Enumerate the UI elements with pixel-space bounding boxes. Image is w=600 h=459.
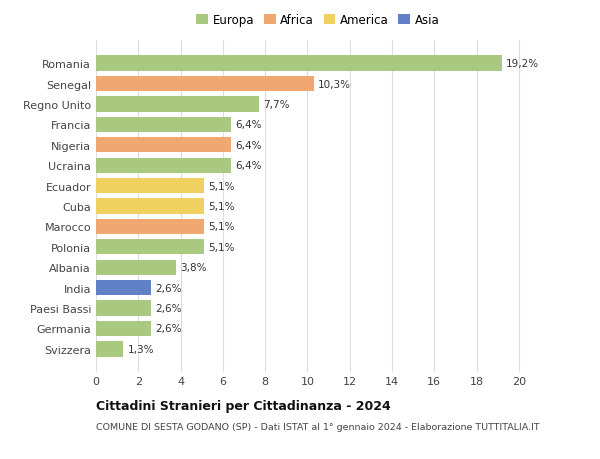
Text: 3,8%: 3,8% [181, 263, 207, 273]
Text: 6,4%: 6,4% [236, 161, 262, 171]
Bar [96, 321, 151, 336]
Bar [96, 77, 314, 92]
Text: 6,4%: 6,4% [236, 140, 262, 151]
Bar [96, 240, 204, 255]
Bar [96, 301, 151, 316]
Bar [96, 56, 502, 72]
Text: 2,6%: 2,6% [155, 283, 182, 293]
Text: 5,1%: 5,1% [208, 181, 235, 191]
Bar [96, 280, 151, 296]
Text: 10,3%: 10,3% [318, 79, 351, 90]
Bar [96, 260, 176, 275]
Text: 5,1%: 5,1% [208, 222, 235, 232]
Text: 5,1%: 5,1% [208, 202, 235, 212]
Bar [96, 158, 232, 174]
Bar [96, 97, 259, 112]
Text: 1,3%: 1,3% [128, 344, 154, 354]
Text: Cittadini Stranieri per Cittadinanza - 2024: Cittadini Stranieri per Cittadinanza - 2… [96, 399, 391, 412]
Text: 7,7%: 7,7% [263, 100, 290, 110]
Text: COMUNE DI SESTA GODANO (SP) - Dati ISTAT al 1° gennaio 2024 - Elaborazione TUTTI: COMUNE DI SESTA GODANO (SP) - Dati ISTAT… [96, 422, 539, 431]
Text: 2,6%: 2,6% [155, 303, 182, 313]
Legend: Europa, Africa, America, Asia: Europa, Africa, America, Asia [196, 14, 440, 27]
Bar [96, 138, 232, 153]
Bar [96, 341, 124, 357]
Bar [96, 179, 204, 194]
Bar [96, 219, 204, 235]
Text: 5,1%: 5,1% [208, 242, 235, 252]
Text: 19,2%: 19,2% [506, 59, 539, 69]
Text: 6,4%: 6,4% [236, 120, 262, 130]
Text: 2,6%: 2,6% [155, 324, 182, 334]
Bar [96, 199, 204, 214]
Bar [96, 118, 232, 133]
